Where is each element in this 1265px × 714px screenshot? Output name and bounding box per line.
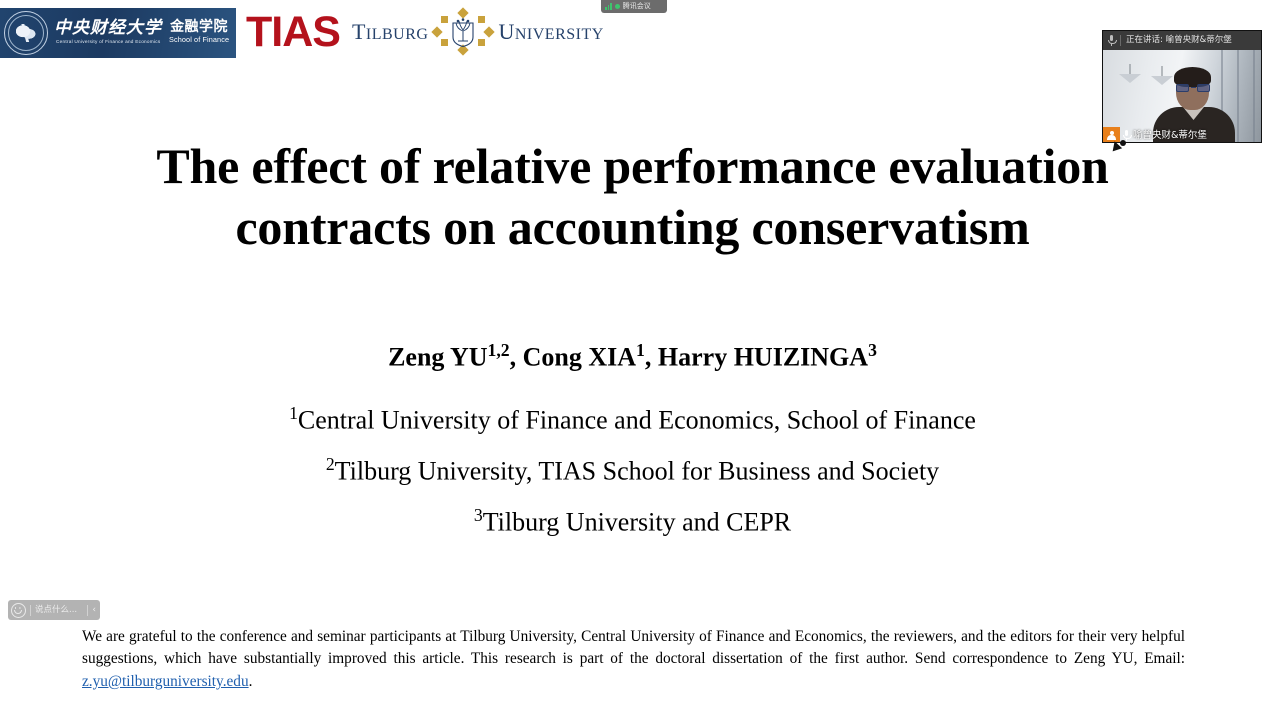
speaker-name-label: 喻曾央财&蒂尔堡 — [1133, 129, 1207, 141]
meeting-status-pill[interactable]: 腾讯会议 — [601, 0, 667, 13]
microphone-icon — [1123, 130, 1132, 141]
affiliation-1: 1Central University of Finance and Econo… — [60, 403, 1205, 436]
author-3-affiliation-marker: 3 — [868, 340, 877, 360]
affiliation-2-marker: 2 — [325, 454, 335, 474]
author-2: Cong XIA — [522, 342, 637, 372]
cufe-logo-text: 中央财经大学 Central University of Finance and… — [54, 20, 229, 46]
affiliation-1-marker: 1 — [289, 403, 298, 423]
footnote-trailing-period: . — [248, 672, 253, 690]
tilburg-crest-icon — [431, 7, 496, 56]
author-3: Harry HUIZINGA — [657, 342, 869, 372]
speaker-hair — [1174, 67, 1211, 87]
speaker-video-panel[interactable]: 正在讲话: 喻曾央财&蒂尔堡 喻曾央财&蒂尔堡 — [1102, 30, 1262, 143]
affiliation-1-text: Central University of Finance and Econom… — [297, 405, 976, 435]
video-panel-topbar: 正在讲话: 喻曾央财&蒂尔堡 — [1103, 31, 1261, 50]
tias-tilburg-logo: TIAS TILBURG — [246, 7, 604, 56]
video-name-bar: 喻曾央财&蒂尔堡 — [1103, 127, 1261, 142]
affiliation-3: 3Tilburg University and CEPR — [60, 505, 1205, 538]
cufe-name-en: Central University of Finance and Econom… — [55, 39, 161, 45]
cufe-school-en: School of Finance — [169, 34, 230, 44]
chat-input-placeholder[interactable]: 说点什么... — [35, 604, 78, 615]
active-speaker-label: 正在讲话: 喻曾央财&蒂尔堡 — [1126, 35, 1232, 46]
chat-input-widget[interactable]: 说点什么... ‹ — [8, 600, 100, 620]
cufe-logo: 中央财经大学 Central University of Finance and… — [0, 8, 236, 58]
video-feed: 喻曾央财&蒂尔堡 — [1103, 50, 1261, 142]
person-icon — [1103, 127, 1120, 142]
page-title: The effect of relative performance evalu… — [156, 138, 1109, 255]
cufe-seal-icon — [4, 11, 48, 55]
cursor-dot-icon — [1120, 140, 1126, 146]
meeting-app-label: 腾讯会议 — [622, 2, 651, 10]
emoji-smiley-icon[interactable] — [11, 602, 26, 618]
email-link[interactable]: z.yu@tilburguniversity.edu — [82, 672, 249, 690]
cufe-school-cn: 金融学院 — [170, 19, 229, 36]
recording-dot-icon — [614, 4, 620, 9]
chat-divider — [30, 604, 31, 616]
chat-divider — [87, 604, 89, 616]
footnote-body: We are grateful to the conference and se… — [82, 628, 1185, 668]
tilburg-word: TILBURG — [351, 19, 429, 44]
acknowledgement-footnote: We are grateful to the conference and se… — [82, 626, 1185, 693]
topbar-divider — [1120, 35, 1121, 46]
affiliation-2: 2Tilburg University, TIAS School for Bus… — [60, 454, 1205, 487]
university-word: UNIVERSITY — [498, 19, 604, 44]
author-list: Zeng YU1,2, Cong XIA1, Harry HUIZINGA3 — [388, 340, 877, 372]
author-1-affiliation-marker: 1,2 — [487, 340, 510, 360]
speaker-glasses — [1176, 83, 1210, 92]
affiliation-2-text: Tilburg University, TIAS School for Busi… — [334, 456, 940, 486]
author-1: Zeng YU — [388, 342, 488, 372]
author-2-affiliation-marker: 1 — [636, 340, 645, 360]
collapse-chat-button[interactable]: ‹ — [92, 604, 96, 615]
microphone-icon — [1108, 35, 1117, 46]
affiliation-3-marker: 3 — [473, 505, 483, 525]
tilburg-university-lockup: TILBURG UNIVE — [351, 7, 604, 56]
network-signal-icon — [605, 3, 612, 10]
tias-wordmark: TIAS — [246, 7, 341, 56]
cufe-name-cn: 中央财经大学 — [54, 18, 162, 39]
affiliation-3-text: Tilburg University and CEPR — [482, 507, 792, 537]
